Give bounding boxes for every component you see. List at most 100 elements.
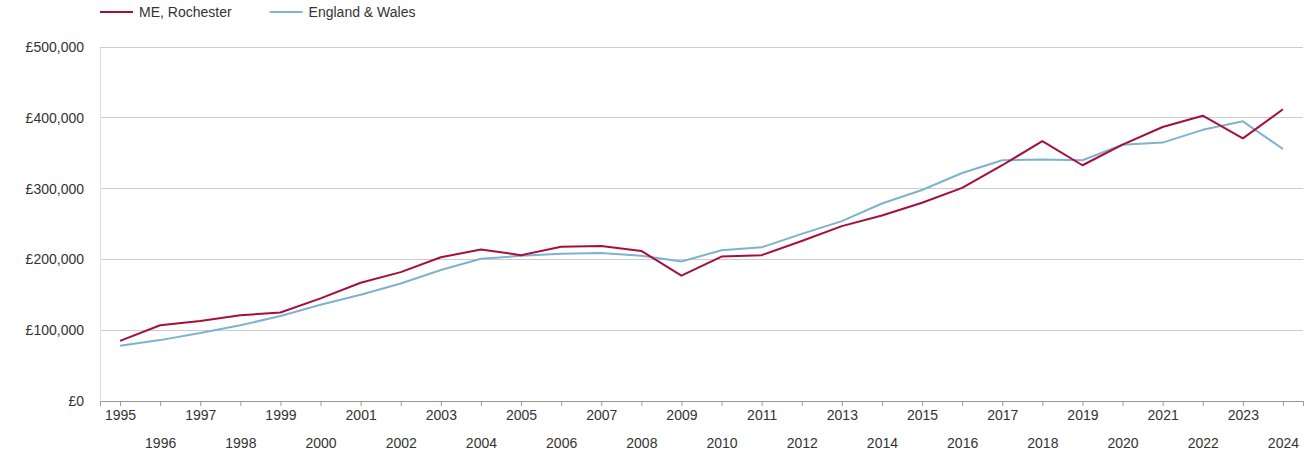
x-tick-mark	[1203, 401, 1204, 406]
x-tick: 1998	[225, 401, 256, 450]
x-tick: 2009	[666, 401, 697, 423]
x-tick-mark	[441, 401, 442, 406]
legend: ME, Rochester England & Wales	[100, 4, 415, 20]
x-tick-mark	[922, 401, 923, 406]
x-tick-mark	[280, 401, 281, 406]
legend-label: ME, Rochester	[139, 4, 232, 20]
grid-line	[100, 259, 1303, 260]
x-tick: 2002	[386, 401, 417, 450]
x-tick: 2019	[1067, 401, 1098, 423]
x-tick-mark	[1123, 401, 1124, 406]
x-tick: 2020	[1107, 401, 1138, 450]
x-tick-mark	[160, 401, 161, 406]
y-tick-label: £100,000	[26, 322, 85, 338]
y-tick: £300,000	[26, 181, 100, 197]
x-tick: 2015	[907, 401, 938, 423]
x-tick-label: 2014	[867, 435, 898, 450]
x-tick: 2003	[426, 401, 457, 423]
legend-swatch	[270, 11, 303, 13]
x-tick-label: 2020	[1107, 435, 1138, 450]
grid	[100, 47, 1303, 401]
x-tick-label: 1996	[145, 435, 176, 450]
x-tick-label: 2009	[666, 407, 697, 423]
x-tick-label: 2012	[787, 435, 818, 450]
x-tick-mark	[762, 401, 763, 406]
x-tick: 2017	[987, 401, 1018, 423]
x-tick: 2001	[346, 401, 377, 423]
x-tick: 2018	[1027, 401, 1058, 450]
x-tick-label: 2016	[947, 435, 978, 450]
x-tick-mark	[521, 401, 522, 406]
y-axis-line	[100, 48, 101, 402]
grid-line	[100, 47, 1303, 48]
grid-line	[100, 117, 1303, 118]
x-tick: 2014	[867, 401, 898, 450]
x-tick-mark	[361, 401, 362, 406]
x-tick: 2021	[1148, 401, 1179, 423]
x-tick-label: 2001	[346, 407, 377, 423]
x-tick: 2023	[1228, 401, 1259, 423]
x-tick: 2011	[747, 401, 777, 423]
y-tick: £200,000	[26, 251, 100, 267]
y-tick-label: £500,000	[26, 39, 85, 55]
x-axis-line	[101, 402, 1304, 407]
series-line	[120, 121, 1283, 345]
y-tick: £500,000	[26, 39, 100, 55]
x-tick-mark	[481, 401, 482, 406]
x-tick-label: 2007	[586, 407, 617, 423]
y-tick-label: £200,000	[26, 251, 85, 267]
x-tick-label: 2006	[546, 435, 577, 450]
legend-item: ME, Rochester	[100, 4, 232, 20]
x-tick: 2010	[706, 401, 737, 450]
x-tick-mark	[641, 401, 642, 406]
x-tick: 1995	[105, 401, 136, 423]
y-tick-label: £300,000	[26, 181, 85, 197]
x-tick-mark	[321, 401, 322, 406]
x-tick: 2004	[466, 401, 497, 450]
y-tick-label: £0	[68, 393, 84, 409]
grid-line	[100, 188, 1303, 189]
x-tick-label: 2004	[466, 435, 497, 450]
x-tick-mark	[120, 401, 121, 406]
x-tick-label: 1997	[185, 407, 216, 423]
x-tick-label: 1995	[105, 407, 136, 423]
x-tick-mark	[561, 401, 562, 406]
x-tick-mark	[1082, 401, 1083, 406]
x-tick-label: 2018	[1027, 435, 1058, 450]
x-tick-label: 2005	[506, 407, 537, 423]
x-tick-mark	[1163, 401, 1164, 406]
x-tick-mark	[200, 401, 201, 406]
x-tick-mark	[1283, 401, 1284, 406]
x-tick: 1999	[265, 401, 296, 423]
x-tick-label: 2002	[386, 435, 417, 450]
x-tick: 1996	[145, 401, 176, 450]
y-tick: £400,000	[26, 110, 100, 126]
x-tick-mark	[722, 401, 723, 406]
x-tick-label: 1999	[265, 407, 296, 423]
x-tick-label: 2023	[1228, 407, 1259, 423]
x-tick-label: 2011	[747, 407, 777, 423]
x-tick-label: 2022	[1188, 435, 1219, 450]
x-tick-mark	[401, 401, 402, 406]
x-tick-mark	[882, 401, 883, 406]
x-tick-label: 2013	[827, 407, 858, 423]
x-tick: 2007	[586, 401, 617, 423]
legend-label: England & Wales	[309, 4, 416, 20]
x-axis: 1995 1996 1997 1998 1999 2000 2001 2002 2003 2004…	[101, 401, 1304, 450]
x-tick-label: 1998	[225, 435, 256, 450]
x-tick: 2022	[1188, 401, 1219, 450]
x-tick-mark	[962, 401, 963, 406]
x-tick: 2016	[947, 401, 978, 450]
x-tick-label: 2015	[907, 407, 938, 423]
x-tick-label: 2000	[305, 435, 336, 450]
x-tick: 2012	[787, 401, 818, 450]
series-line	[120, 109, 1283, 341]
x-tick-label: 2019	[1067, 407, 1098, 423]
legend-swatch	[100, 11, 133, 13]
x-tick-mark	[1002, 401, 1003, 406]
y-tick: £100,000	[26, 322, 100, 338]
x-tick-mark	[842, 401, 843, 406]
x-tick: 2005	[506, 401, 537, 423]
x-tick: 2008	[626, 401, 657, 450]
grid-line	[100, 330, 1303, 331]
